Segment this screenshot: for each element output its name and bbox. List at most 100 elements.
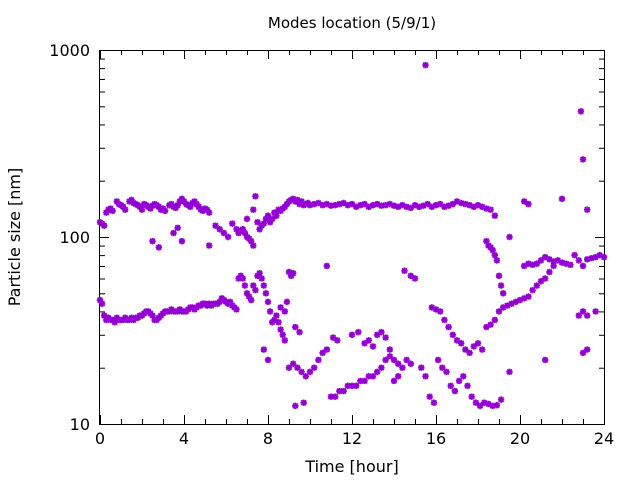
data-point: [500, 304, 507, 311]
data-point: [239, 226, 246, 233]
axis-ticks: 0 4 8 12 16 20 24 10 100 1000: [49, 41, 614, 448]
data-point: [525, 260, 532, 267]
data-point: [136, 203, 144, 211]
data-point: [411, 275, 419, 282]
data-point: [441, 316, 448, 324]
data-point: [382, 201, 389, 209]
data-point: [101, 222, 108, 229]
data-point: [332, 201, 339, 209]
data-point: [243, 290, 251, 297]
data-point: [323, 346, 330, 353]
data-point: [241, 282, 249, 289]
data-point: [491, 251, 498, 259]
data-point: [407, 204, 414, 212]
data-point: [229, 220, 236, 227]
data-point: [323, 262, 330, 270]
data-point: [369, 201, 377, 209]
data-point: [420, 202, 427, 209]
data-points: [96, 61, 608, 410]
data-point: [489, 402, 496, 410]
data-point: [584, 346, 591, 353]
data-point: [483, 205, 490, 212]
data-point: [445, 323, 452, 331]
data-point: [340, 387, 347, 395]
data-point: [290, 270, 297, 277]
y-tick-label: 10: [70, 415, 90, 434]
data-point: [109, 207, 116, 215]
plot-frame: [99, 50, 605, 425]
data-point: [533, 260, 540, 267]
data-point: [248, 296, 255, 304]
data-point: [227, 298, 234, 306]
data-point: [508, 300, 515, 307]
data-point: [529, 286, 536, 294]
data-point: [430, 399, 438, 406]
x-tick-label: 0: [95, 429, 105, 448]
data-point: [416, 203, 423, 211]
data-point: [567, 261, 574, 269]
data-point: [390, 377, 398, 385]
data-point: [418, 364, 425, 371]
data-point: [275, 319, 282, 326]
data-point: [315, 199, 322, 207]
data-point: [264, 298, 272, 306]
data-point: [472, 399, 480, 406]
data-point: [495, 308, 503, 315]
data-point: [395, 360, 402, 367]
data-point: [374, 368, 381, 376]
data-point: [516, 296, 524, 304]
data-point: [487, 244, 494, 251]
data-point: [445, 202, 452, 209]
data-point: [353, 203, 360, 211]
data-point: [512, 298, 519, 306]
data-point: [500, 290, 507, 297]
data-point: [584, 256, 591, 263]
data-point: [283, 298, 291, 306]
data-point: [170, 229, 177, 237]
data-point: [256, 270, 263, 277]
data-point: [542, 356, 549, 364]
data-point: [584, 312, 591, 319]
data-point: [285, 364, 293, 371]
data-point: [386, 346, 393, 353]
data-point: [537, 278, 545, 285]
data-point: [521, 198, 528, 205]
x-tick-label: 8: [263, 429, 273, 448]
data-point: [111, 319, 118, 326]
data-point: [378, 364, 385, 371]
data-point: [149, 237, 156, 245]
data-point: [439, 364, 446, 371]
data-point: [563, 260, 570, 267]
x-tick-label: 12: [342, 429, 362, 448]
data-point: [504, 302, 511, 309]
data-point: [138, 206, 146, 213]
data-point: [407, 272, 414, 280]
data-point: [220, 229, 228, 237]
y-tick-label: 1000: [49, 41, 90, 60]
data-point: [344, 201, 351, 209]
data-point: [122, 206, 129, 213]
data-point: [266, 218, 274, 226]
data-point: [447, 382, 454, 390]
data-point: [329, 334, 337, 341]
data-point: [172, 204, 179, 212]
data-point: [96, 296, 104, 304]
data-point: [506, 368, 513, 376]
data-point: [497, 282, 505, 289]
data-point: [437, 308, 444, 315]
data-point: [306, 201, 314, 209]
data-point: [453, 337, 461, 344]
data-point: [443, 368, 450, 376]
chart-title: Modes location (5/9/1): [268, 14, 436, 32]
data-point: [273, 212, 280, 219]
data-point: [493, 402, 501, 409]
data-point: [281, 203, 288, 211]
data-point: [403, 356, 410, 364]
data-point: [365, 203, 372, 211]
data-point: [262, 290, 270, 297]
data-point: [407, 360, 414, 367]
data-point: [294, 364, 301, 371]
data-point: [437, 200, 444, 208]
data-point: [245, 293, 253, 300]
